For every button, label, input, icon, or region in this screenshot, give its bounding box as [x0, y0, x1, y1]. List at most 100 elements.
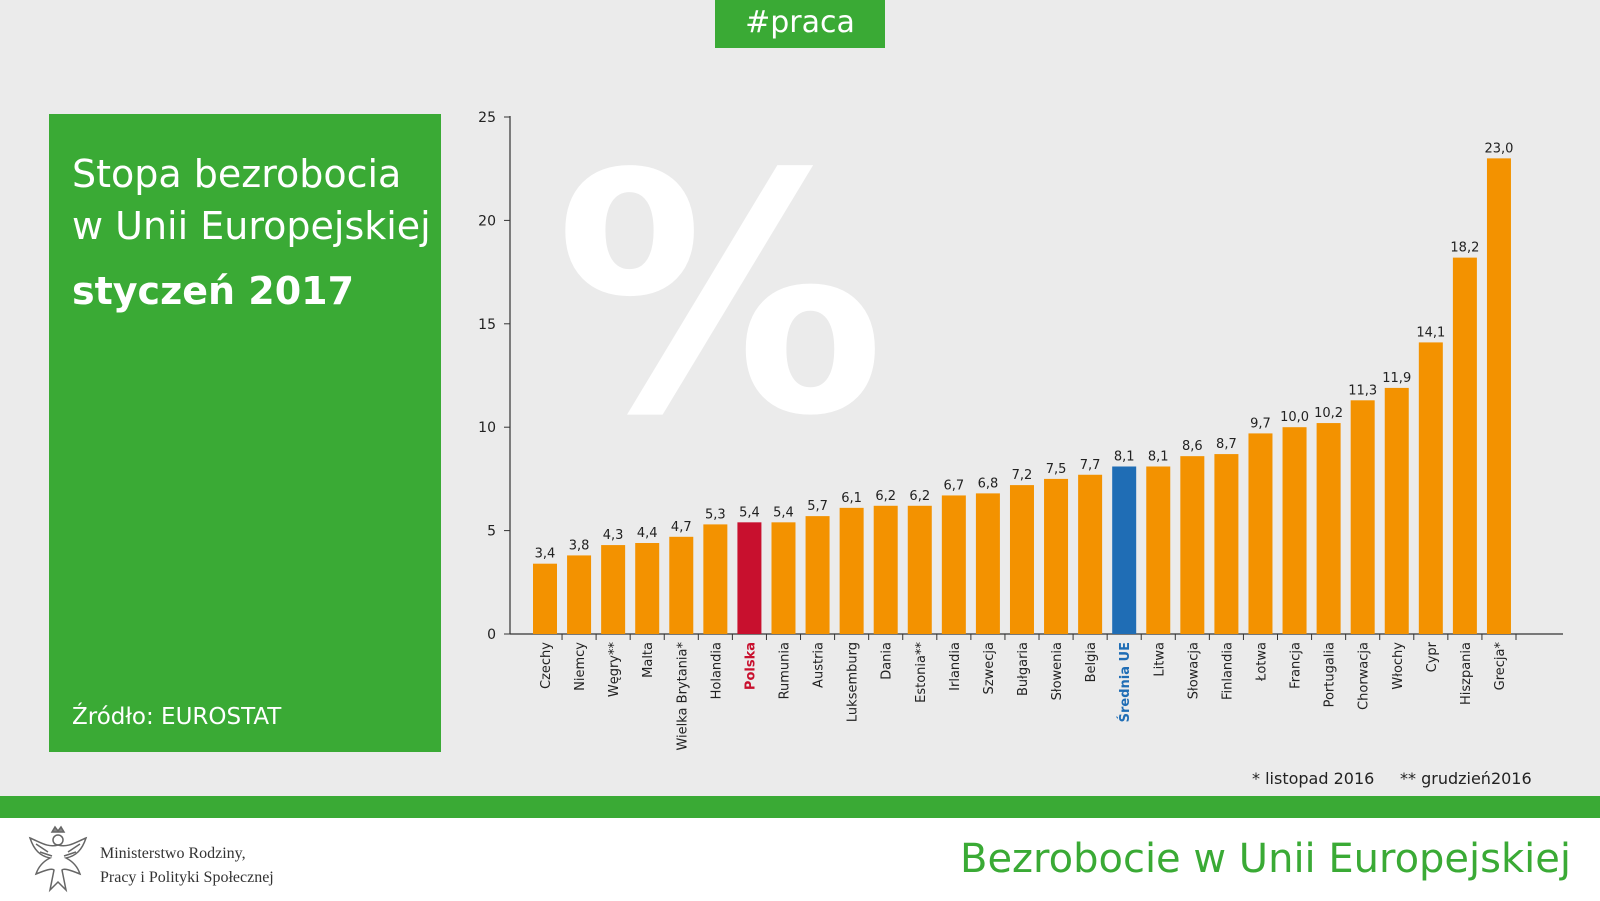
category-label: Bułgaria — [1016, 642, 1031, 696]
value-label: 8,1 — [1114, 449, 1135, 464]
panel-title-line2: w Unii Europejskiej — [72, 204, 431, 248]
value-label: 4,3 — [603, 528, 624, 543]
bar-4 — [669, 536, 694, 634]
bar-16 — [1078, 474, 1103, 634]
y-tick-label: 15 — [478, 317, 496, 333]
polish-eagle-emblem-icon — [28, 825, 88, 893]
value-label: 10,0 — [1280, 410, 1309, 425]
category-label: Włochy — [1391, 642, 1406, 690]
bar-6 — [737, 522, 762, 634]
bar-19 — [1180, 456, 1205, 634]
y-tick-label: 20 — [478, 213, 496, 229]
category-label: Chorwacja — [1357, 642, 1372, 710]
value-label: 23,0 — [1484, 141, 1513, 156]
bar-26 — [1418, 342, 1443, 634]
value-label: 9,7 — [1250, 416, 1271, 431]
bar-7 — [771, 522, 796, 634]
bar-27 — [1452, 257, 1477, 634]
ministry-name: Ministerstwo Rodziny, Pracy i Polityki S… — [100, 842, 274, 890]
bar-9 — [839, 507, 864, 634]
category-label: Austria — [812, 642, 827, 688]
value-label: 6,2 — [875, 489, 896, 504]
bar-11 — [907, 505, 932, 634]
bar-18 — [1146, 466, 1171, 634]
value-label: 11,3 — [1348, 383, 1377, 398]
value-label: 8,7 — [1216, 437, 1237, 452]
category-label: Niemcy — [573, 642, 588, 691]
bar-5 — [703, 524, 728, 634]
value-label: 18,2 — [1450, 241, 1479, 256]
category-label: Polska — [743, 642, 758, 690]
bar-14 — [1009, 485, 1034, 634]
bar-24 — [1350, 400, 1375, 634]
footnote-december: ** grudzień2016 — [1400, 769, 1532, 788]
category-label: Węgry** — [607, 642, 622, 698]
value-label: 7,2 — [1012, 468, 1033, 483]
bar-17 — [1112, 466, 1137, 634]
category-label: Cypr — [1425, 641, 1440, 672]
panel-title-line1: Stopa bezrobocia — [72, 152, 402, 196]
bar-2 — [601, 545, 626, 634]
category-label: Francja — [1289, 642, 1304, 689]
percent-watermark: % — [555, 104, 886, 488]
bar-15 — [1044, 478, 1069, 634]
bar-21 — [1248, 433, 1273, 634]
bar-20 — [1214, 454, 1239, 634]
value-label: 7,7 — [1080, 458, 1101, 473]
bar-22 — [1282, 427, 1307, 634]
category-label: Średnia UE — [1117, 642, 1133, 722]
value-label: 4,4 — [637, 526, 658, 541]
bar-28 — [1486, 158, 1511, 635]
category-label: Szwecja — [982, 642, 997, 694]
value-label: 5,3 — [705, 507, 726, 522]
value-label: 8,1 — [1148, 449, 1169, 464]
category-label: Estonia** — [914, 642, 929, 703]
value-label: 6,2 — [909, 489, 930, 504]
bar-23 — [1316, 423, 1341, 634]
value-label: 6,1 — [841, 491, 862, 506]
value-label: 6,7 — [943, 478, 964, 493]
y-tick-label: 10 — [478, 420, 496, 436]
value-label: 5,7 — [807, 499, 828, 514]
category-label: Portugalia — [1323, 642, 1338, 707]
category-label: Hiszpania — [1459, 642, 1474, 705]
unemployment-bar-chart: % 0 5 10 15 20 25 3,4 Czechy 3,8 Niemcy 4,3 Węgry*… — [478, 104, 1563, 751]
category-label: Łotwa — [1254, 642, 1269, 682]
bar-8 — [805, 516, 830, 634]
footer-title: Bezrobocie w Unii Europejskiej — [960, 836, 1571, 882]
category-label: Holandia — [709, 642, 724, 699]
value-label: 6,8 — [978, 476, 999, 491]
footnote-november: * listopad 2016 — [1252, 769, 1375, 788]
green-divider — [0, 796, 1600, 818]
bar-10 — [873, 505, 898, 634]
y-tick-label: 5 — [487, 524, 496, 540]
value-label: 14,1 — [1416, 325, 1445, 340]
value-label: 7,5 — [1046, 462, 1067, 477]
category-label: Litwa — [1152, 642, 1167, 677]
category-label: Irlandia — [948, 642, 963, 691]
value-label: 5,4 — [773, 505, 794, 520]
ministry-line2: Pracy i Polityki Społecznej — [100, 869, 274, 886]
value-label: 5,4 — [739, 505, 760, 520]
category-label: Rumunia — [777, 642, 792, 699]
hashtag-badge: #praca — [715, 0, 885, 48]
panel-subtitle: styczeń 2017 — [72, 269, 355, 313]
category-label: Wielka Brytania* — [675, 642, 690, 751]
ministry-line1: Ministerstwo Rodziny, — [100, 845, 246, 862]
value-label: 8,6 — [1182, 439, 1203, 454]
y-tick-label: 25 — [478, 110, 496, 126]
bar-12 — [941, 495, 966, 634]
category-label: Malta — [641, 642, 656, 678]
bar-1 — [567, 555, 592, 634]
category-label: Słowenia — [1050, 642, 1065, 700]
category-label: Dania — [880, 642, 895, 680]
value-label: 11,9 — [1382, 371, 1411, 386]
title-panel: Stopa bezrobocia w Unii Europejskiej sty… — [49, 114, 441, 752]
value-label: 3,4 — [535, 547, 556, 562]
y-tick-label: 0 — [487, 627, 496, 643]
bar-25 — [1384, 387, 1409, 634]
bar-0 — [533, 563, 557, 634]
bar-13 — [975, 493, 1000, 634]
category-label: Grecja* — [1493, 642, 1508, 691]
footer: Ministerstwo Rodziny, Pracy i Polityki S… — [0, 818, 1600, 901]
